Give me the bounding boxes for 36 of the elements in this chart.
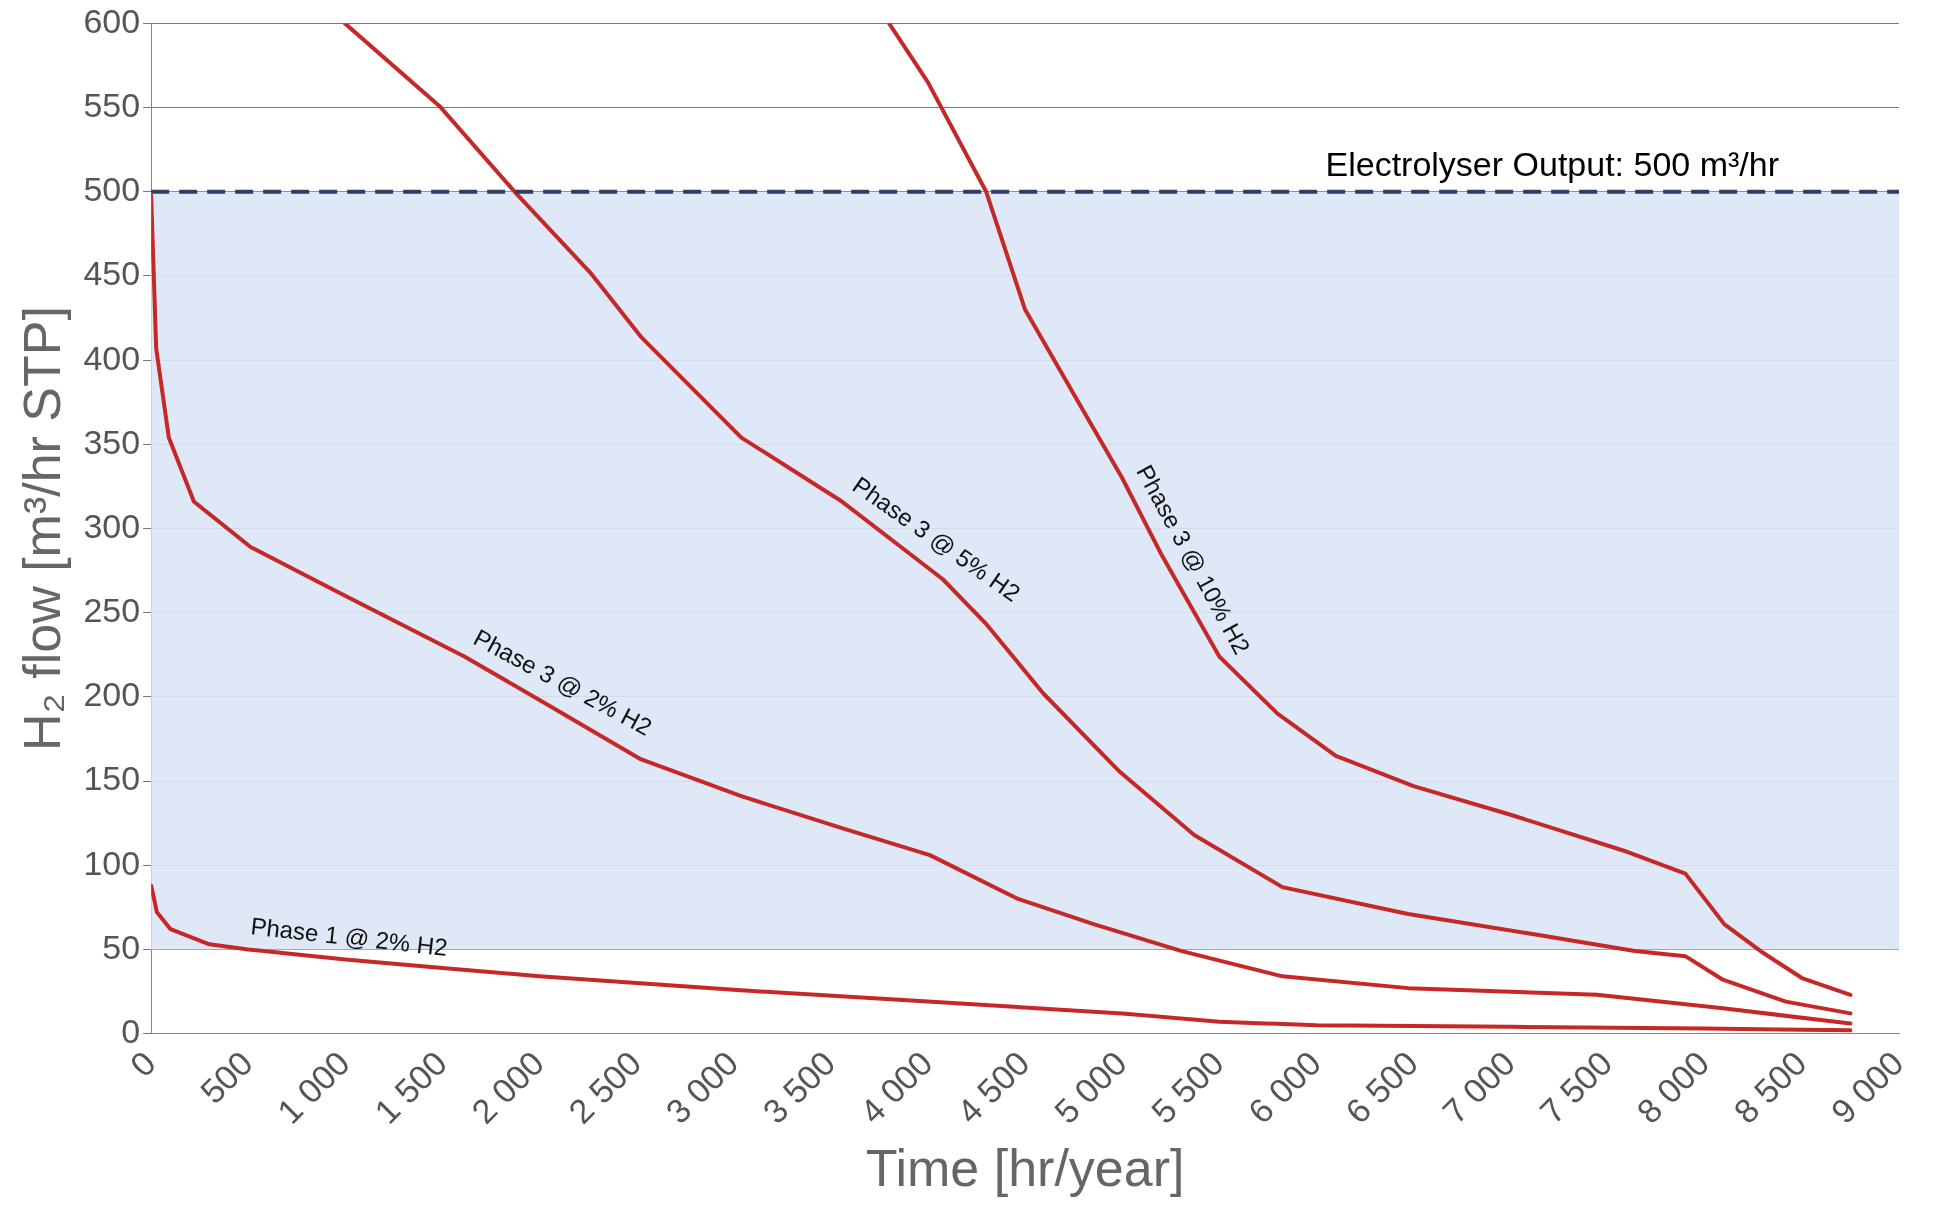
y-tick-label: 350	[83, 422, 141, 461]
x-tick-label: 6 500	[1338, 1043, 1426, 1131]
text: Phase 3 @ 10% H2	[1131, 460, 1256, 659]
x-tick-label: 1 500	[366, 1043, 455, 1131]
x-tick-label: 500	[192, 1043, 260, 1111]
y-tick-label: 100	[83, 843, 141, 882]
x-tick-label: 2 500	[561, 1043, 649, 1131]
ref-line-label: Electrolyser Output: 500 m³/hr	[1325, 145, 1779, 184]
y-tick-label: 150	[83, 759, 141, 798]
y-tick-label: 0	[121, 1011, 141, 1050]
x-tick-label: 3 000	[658, 1043, 746, 1131]
y-tick-label: 50	[102, 927, 141, 966]
y-tick-label: 450	[83, 254, 141, 293]
y-tick-label: 600	[83, 1, 141, 40]
x-tick-label: 5 500	[1143, 1043, 1231, 1131]
x-tick-label: 9 000	[1823, 1043, 1911, 1131]
x-tick-label: 8 000	[1629, 1043, 1717, 1131]
x-tick-label: 1 000	[269, 1043, 357, 1131]
x-tick-label: 3 500	[755, 1043, 843, 1131]
y-tick-label: 200	[83, 675, 141, 714]
y-axis-title: H₂ flow [m³/hr STP]	[12, 306, 71, 751]
x-tick-label: 5 000	[1046, 1043, 1134, 1131]
y-tick-label: 300	[83, 506, 141, 545]
x-tick-label: 8 500	[1726, 1043, 1814, 1131]
x-axis-title: Time [hr/year]	[865, 1139, 1185, 1198]
y-tick-label: 550	[83, 85, 141, 124]
y-tick-label: 500	[83, 170, 141, 209]
x-tick-label: 7 000	[1435, 1043, 1523, 1131]
x-tick-label: 4 500	[949, 1043, 1037, 1131]
text: Phase 1 @ 2% H2	[249, 912, 449, 961]
x-tick-label: 2 000	[464, 1043, 552, 1131]
y-tick-label: 250	[83, 591, 141, 630]
x-tick-label: 4 000	[852, 1043, 940, 1131]
x-tick-label: 6 000	[1240, 1043, 1328, 1131]
x-tick-label: 7 500	[1532, 1043, 1620, 1131]
y-tick-label: 400	[83, 338, 141, 377]
